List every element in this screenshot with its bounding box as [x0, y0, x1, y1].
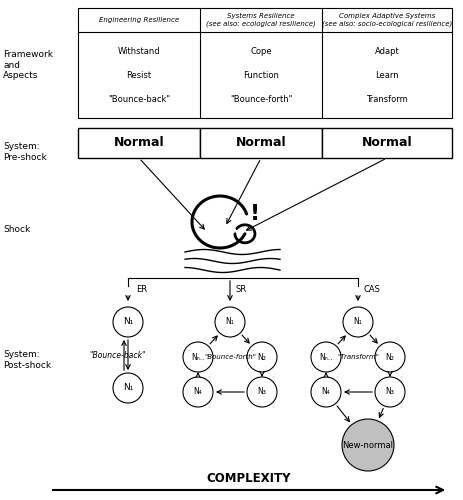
Circle shape	[113, 307, 143, 337]
Text: Framework
and
Aspects: Framework and Aspects	[3, 50, 53, 80]
Text: Systems Resilience
(see also: ecological resilience): Systems Resilience (see also: ecological…	[206, 13, 316, 27]
Text: CAS: CAS	[363, 286, 380, 294]
Text: Function: Function	[243, 70, 279, 80]
Text: "Bounce-back": "Bounce-back"	[108, 96, 170, 104]
Bar	[78, 128, 200, 158]
Text: System:
Pre-shock: System: Pre-shock	[3, 142, 47, 162]
Text: Shock: Shock	[3, 226, 30, 234]
Text: N₃: N₃	[386, 388, 394, 396]
Text: COMPLEXITY: COMPLEXITY	[207, 472, 291, 484]
Text: N₁: N₁	[123, 384, 133, 392]
Circle shape	[343, 307, 373, 337]
Text: N₄: N₄	[322, 388, 331, 396]
Text: N₁: N₁	[123, 318, 133, 326]
Bar	[200, 128, 322, 158]
Circle shape	[375, 342, 405, 372]
Text: "Bounce-forth": "Bounce-forth"	[204, 354, 256, 360]
Text: Normal: Normal	[236, 136, 286, 149]
Text: N₁: N₁	[354, 318, 363, 326]
Circle shape	[215, 307, 245, 337]
Text: "Bounce-back": "Bounce-back"	[90, 350, 146, 360]
Text: Normal: Normal	[362, 136, 413, 149]
Circle shape	[342, 419, 394, 471]
Text: N₂: N₂	[257, 352, 266, 362]
Text: New-normal: New-normal	[343, 440, 394, 450]
Bar	[322, 128, 452, 158]
Text: Complex Adaptive Systems
(see also: socio-ecological resilience): Complex Adaptive Systems (see also: soci…	[322, 13, 452, 27]
Text: N₁: N₁	[225, 318, 234, 326]
Text: Resist: Resist	[126, 70, 151, 80]
Text: N₂: N₂	[386, 352, 394, 362]
Circle shape	[247, 342, 277, 372]
Text: Adapt: Adapt	[375, 48, 400, 56]
Circle shape	[247, 377, 277, 407]
Text: Nₙ..: Nₙ..	[191, 352, 205, 362]
Circle shape	[183, 342, 213, 372]
Circle shape	[113, 373, 143, 403]
Text: N₄: N₄	[194, 388, 202, 396]
Text: Learn: Learn	[375, 70, 399, 80]
Text: ER: ER	[136, 286, 147, 294]
Text: SR: SR	[235, 286, 246, 294]
Text: System:
Post-shock: System: Post-shock	[3, 350, 51, 370]
Text: Transform: Transform	[366, 96, 408, 104]
Circle shape	[375, 377, 405, 407]
Circle shape	[311, 342, 341, 372]
Text: Cope: Cope	[250, 48, 272, 56]
Text: Normal: Normal	[114, 136, 164, 149]
Text: !: !	[250, 204, 260, 224]
Text: "Bounce-forth": "Bounce-forth"	[230, 96, 292, 104]
Bar	[78, 8, 452, 118]
Text: Engineering Resilience: Engineering Resilience	[99, 17, 179, 23]
Text: Withstand: Withstand	[118, 48, 160, 56]
Text: N₃: N₃	[257, 388, 266, 396]
Circle shape	[183, 377, 213, 407]
Text: "Transform": "Transform"	[337, 354, 379, 360]
Text: Nₙ..: Nₙ..	[319, 352, 333, 362]
Circle shape	[311, 377, 341, 407]
